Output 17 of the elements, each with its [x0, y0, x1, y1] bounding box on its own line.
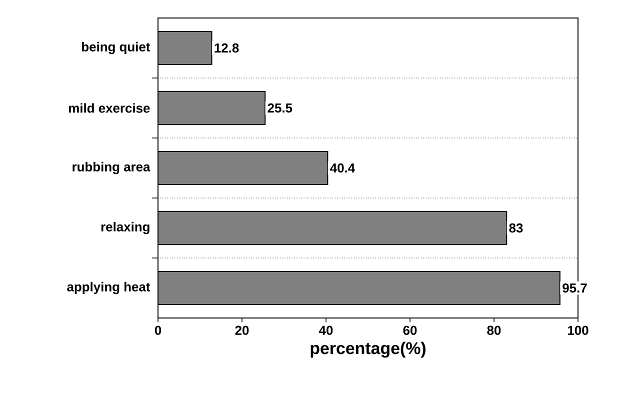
x-tick-label: 0: [154, 326, 162, 335]
y-tick-label: mild exercise: [69, 103, 150, 113]
y-tick-label: rubbing area: [72, 162, 150, 174]
y-tick-label: being quiet: [82, 42, 150, 54]
x-tick-label: 40: [319, 326, 333, 335]
x-tick-label: 20: [235, 326, 249, 335]
data-label: 83: [509, 223, 523, 233]
y-tick-label: relaxing: [101, 222, 150, 234]
data-label: 25.5: [268, 103, 292, 113]
x-axis-title: percentage(%): [310, 342, 426, 358]
x-tick-label: 60: [403, 326, 417, 335]
y-tick-label: applying heat: [67, 282, 150, 294]
data-label: 95.7: [562, 283, 587, 293]
data-label: 40.4: [330, 163, 356, 173]
x-tick-label: 100: [568, 326, 588, 335]
x-tick-label: 80: [487, 326, 501, 335]
data-label: 12.8: [214, 43, 239, 53]
